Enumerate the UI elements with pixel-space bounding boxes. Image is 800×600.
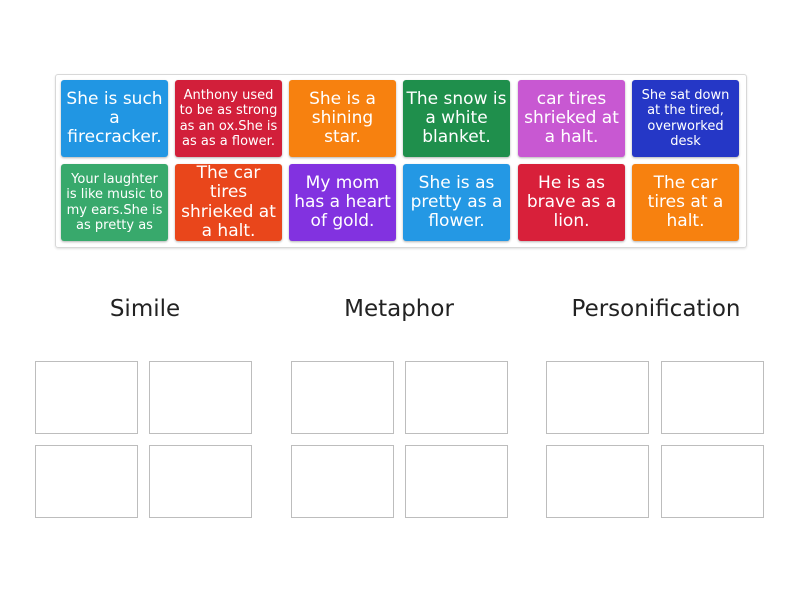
drop-slot-personification[interactable] xyxy=(661,445,764,518)
draggable-tile[interactable]: She sat down at the tired, overworked de… xyxy=(632,80,739,157)
drop-slot-metaphor[interactable] xyxy=(291,445,394,518)
drop-slot-simile[interactable] xyxy=(149,445,252,518)
drop-slot-metaphor[interactable] xyxy=(405,445,508,518)
tile-tray xyxy=(55,74,747,248)
drop-slot-simile[interactable] xyxy=(35,361,138,434)
drop-slot-simile[interactable] xyxy=(35,445,138,518)
drop-slot-personification[interactable] xyxy=(661,361,764,434)
draggable-tile[interactable]: She is such a firecracker. xyxy=(61,80,168,157)
draggable-tile[interactable]: My mom has a heart of gold. xyxy=(289,164,396,241)
draggable-tile[interactable]: The car tires at a halt. xyxy=(632,164,739,241)
group-heading-metaphor: Metaphor xyxy=(344,296,454,322)
drop-slot-metaphor[interactable] xyxy=(291,361,394,434)
draggable-tile[interactable]: Your laughter is like music to my ears.S… xyxy=(61,164,168,241)
drop-slot-metaphor[interactable] xyxy=(405,361,508,434)
drop-slot-personification[interactable] xyxy=(546,361,649,434)
draggable-tile[interactable]: He is as brave as a lion. xyxy=(518,164,625,241)
group-heading-personification: Personification xyxy=(571,296,741,322)
group-heading-simile: Simile xyxy=(109,296,181,322)
draggable-tile[interactable]: She is a shining star. xyxy=(289,80,396,157)
drop-slot-simile[interactable] xyxy=(149,361,252,434)
draggable-tile[interactable]: Anthony used to be as strong as an ox.Sh… xyxy=(175,80,282,157)
draggable-tile[interactable]: The snow is a white blanket. xyxy=(403,80,510,157)
drop-slot-personification[interactable] xyxy=(546,445,649,518)
draggable-tile[interactable]: She is as pretty as a flower. xyxy=(403,164,510,241)
draggable-tile[interactable]: car tires shrieked at a halt. xyxy=(518,80,625,157)
draggable-tile[interactable]: The car tires shrieked at a halt. xyxy=(175,164,282,241)
